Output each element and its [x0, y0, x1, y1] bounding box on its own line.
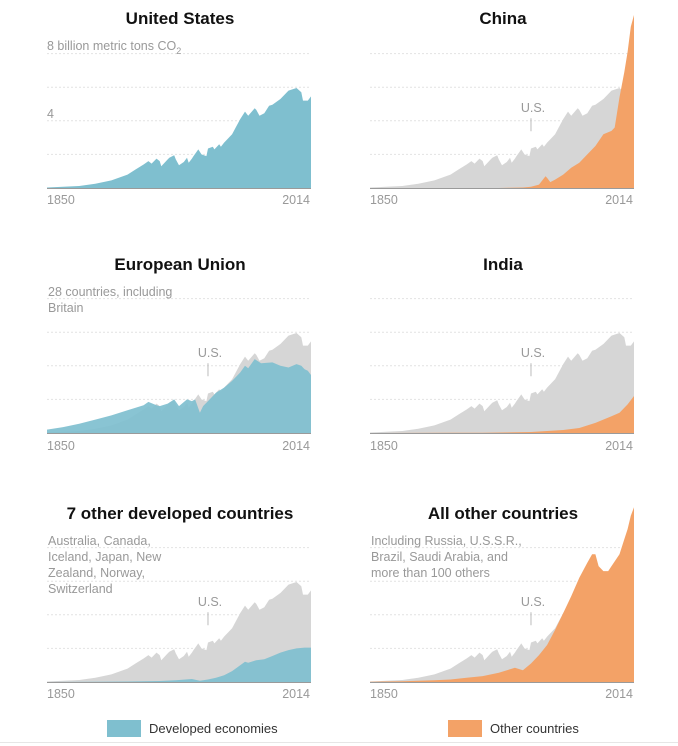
panel-title: European Union — [114, 255, 245, 274]
x-tick-start: 1850 — [47, 687, 75, 701]
x-tick-end: 2014 — [282, 687, 310, 701]
us-reference-area — [370, 333, 634, 433]
x-tick-start: 1850 — [370, 439, 398, 453]
panel-title: India — [483, 255, 523, 274]
x-tick-start: 1850 — [47, 439, 75, 453]
us-annotation: U.S. — [521, 595, 545, 609]
us-annotation: U.S. — [198, 346, 222, 360]
series-area — [47, 88, 311, 188]
panel-note-line: Britain — [48, 301, 83, 315]
panel-india: 1850 2014 India U.S. — [370, 255, 634, 453]
x-tick-start: 1850 — [370, 193, 398, 207]
us-reference-area — [47, 582, 311, 682]
x-tick-end: 2014 — [282, 439, 310, 453]
x-tick-start: 1850 — [47, 193, 75, 207]
us-annotation: U.S. — [198, 595, 222, 609]
panel-title: All other countries — [428, 504, 578, 523]
y-axis-label-subscript: 2 — [176, 46, 181, 56]
series-area — [370, 396, 634, 433]
panel-title: United States — [126, 9, 235, 28]
panel-european-union: 1850 2014 European Union 28 countries, incl… — [47, 255, 311, 453]
panel-title: 7 other developed countries — [67, 504, 294, 523]
panel-note-line: Iceland, Japan, New — [48, 550, 162, 564]
x-tick-end: 2014 — [605, 439, 633, 453]
legend-other: Other countries — [448, 718, 579, 738]
legend-other-label: Other countries — [490, 720, 579, 736]
panel-note-line: Switzerland — [48, 582, 113, 596]
panel-title: China — [479, 9, 527, 28]
panel-note-line: more than 100 others — [371, 566, 490, 580]
panel-note-line: Australia, Canada, — [48, 534, 151, 548]
panel-china: 1850 2014 China U.S. — [370, 9, 634, 207]
y-tick-mid: 4 — [47, 107, 54, 121]
us-reference-area — [370, 88, 634, 188]
series-area — [47, 647, 311, 682]
panel-all-other-countries: 1850 2014 All other countries Including Rus… — [370, 504, 634, 701]
x-tick-end: 2014 — [605, 193, 633, 207]
panel-united-states: 1850 2014 United States 8 billion metric to… — [47, 9, 311, 207]
legend-developed: Developed economies — [107, 718, 278, 738]
x-tick-end: 2014 — [605, 687, 633, 701]
bottom-divider — [0, 742, 678, 743]
legend-developed-swatch — [107, 719, 141, 737]
legend-developed-label: Developed economies — [149, 720, 278, 736]
us-annotation: U.S. — [521, 101, 545, 115]
series-area — [47, 359, 311, 433]
y-axis-label: 8 billion metric tons CO2 — [47, 39, 181, 56]
x-tick-start: 1850 — [370, 687, 398, 701]
series-area — [370, 15, 634, 188]
panel-note-line: Zealand, Norway, — [48, 566, 145, 580]
legend-other-swatch — [448, 719, 482, 737]
panel-note-line: Including Russia, U.S.S.R., — [371, 534, 522, 548]
x-tick-end: 2014 — [282, 193, 310, 207]
us-annotation: U.S. — [521, 346, 545, 360]
panel-7-other-developed-countries: 1850 2014 7 other developed countries Austr… — [47, 504, 311, 701]
panel-note-line: 28 countries, including — [48, 285, 172, 299]
panel-note-line: Brazil, Saudi Arabia, and — [371, 550, 508, 564]
series-area — [370, 507, 634, 682]
